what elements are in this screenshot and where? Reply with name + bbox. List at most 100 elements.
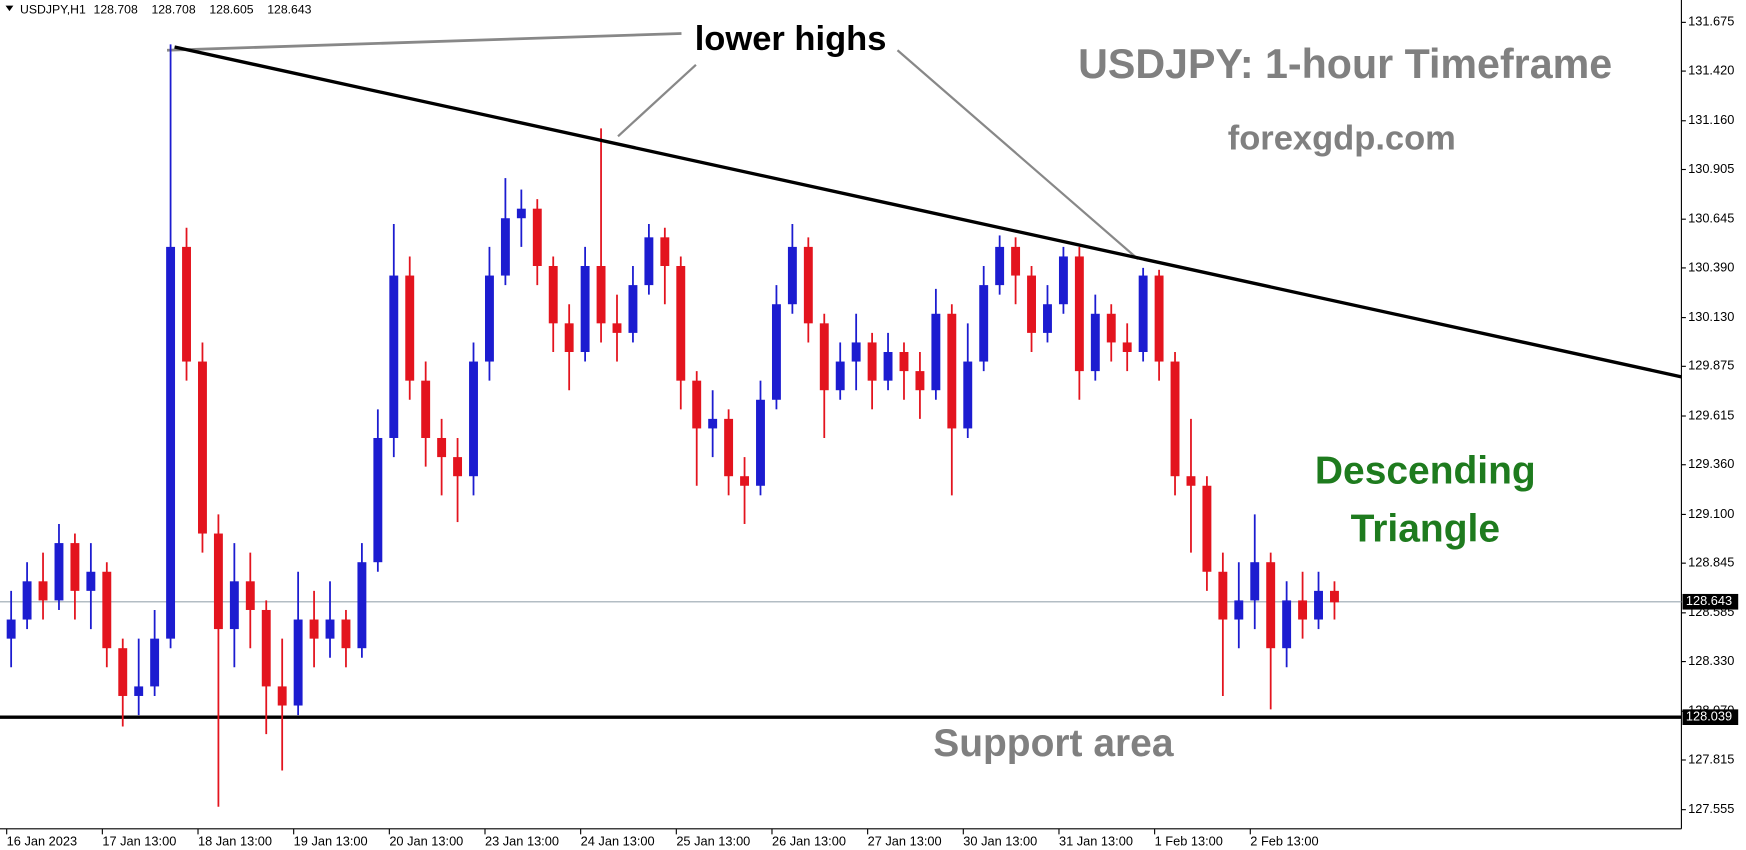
- candle-body: [277, 686, 287, 706]
- chart-title: USDJPY: 1-hour Timeframe: [1078, 41, 1612, 87]
- y-tick-label: 129.100: [1688, 506, 1734, 521]
- candle-body: [899, 351, 909, 372]
- x-tick-label: 2 Feb 13:00: [1250, 834, 1318, 849]
- candle-body: [1202, 485, 1212, 572]
- candle-body: [851, 342, 861, 362]
- candle-body: [213, 533, 223, 630]
- candle-body: [1074, 256, 1084, 372]
- candle-body: [453, 457, 463, 477]
- candle-body: [756, 399, 765, 486]
- candle-body: [740, 476, 750, 486]
- candle-body: [596, 266, 606, 324]
- x-tick-label: 31 Jan 13:00: [1059, 834, 1133, 849]
- candle-body: [867, 342, 877, 381]
- y-tick-label: 128.330: [1688, 653, 1734, 668]
- candle-body: [1027, 275, 1036, 333]
- candle-body: [803, 246, 813, 324]
- ohlc-low: 128.605: [209, 2, 253, 16]
- candle-body: [405, 275, 415, 381]
- candle-body: [1011, 246, 1021, 276]
- candle-body: [644, 237, 654, 286]
- menu-arrow: [5, 5, 14, 12]
- x-tick-label: 17 Jan 13:00: [102, 834, 176, 849]
- candle-body: [1058, 256, 1068, 305]
- candle-body: [1106, 313, 1116, 343]
- candle-body: [261, 609, 271, 687]
- y-tick-label: 131.160: [1688, 112, 1734, 127]
- y-tick-label: 130.390: [1688, 259, 1734, 274]
- candle-body: [660, 237, 670, 267]
- candle-body: [1154, 275, 1164, 362]
- candle-body: [484, 275, 494, 362]
- candle-body: [835, 361, 845, 391]
- annotation-connector: [166, 32, 682, 52]
- x-tick-label: 27 Jan 13:00: [868, 834, 942, 849]
- y-tick-label: 127.815: [1688, 751, 1734, 766]
- candle-body: [995, 246, 1005, 286]
- x-tick-label: 26 Jan 13:00: [772, 834, 846, 849]
- candle-body: [692, 380, 702, 429]
- candle-body: [612, 323, 622, 333]
- candle-body: [947, 313, 957, 429]
- candle-body: [70, 543, 80, 591]
- candle-body: [963, 361, 973, 429]
- candle-body: [134, 686, 144, 696]
- candle-body: [102, 571, 112, 649]
- candle-body: [771, 304, 781, 400]
- candle-body: [1218, 571, 1228, 620]
- candle-body: [118, 648, 128, 696]
- chart-subtitle: forexgdp.com: [1228, 120, 1456, 158]
- candle-body: [229, 581, 239, 630]
- support-tag-label: 128.039: [1686, 709, 1732, 724]
- candle-body: [500, 218, 510, 276]
- candle-body: [38, 581, 48, 601]
- annotation-connector: [617, 63, 697, 138]
- ohlc-close: 128.643: [267, 2, 311, 16]
- candle-body: [1043, 304, 1052, 333]
- candle-body: [676, 266, 686, 381]
- candle-body: [357, 562, 367, 649]
- candle-body: [548, 266, 558, 324]
- candle-body: [421, 380, 431, 438]
- annotation-connector: [896, 49, 1139, 260]
- symbol: USDJPY,H1: [20, 2, 86, 16]
- candle-body: [1234, 600, 1244, 620]
- x-tick-label: 20 Jan 13:00: [389, 834, 463, 849]
- ohlc-open: 128.708: [94, 2, 138, 16]
- candle-body: [931, 313, 941, 391]
- candle-body: [389, 275, 399, 438]
- candle-body: [1186, 476, 1196, 486]
- candle-body: [787, 246, 797, 305]
- x-tick-label: 16 Jan 2023: [7, 834, 77, 849]
- x-tick-label: 24 Jan 13:00: [581, 834, 655, 849]
- candle-body: [22, 581, 32, 620]
- candle-body: [1282, 600, 1292, 649]
- candle-body: [437, 437, 447, 458]
- candle-body: [86, 571, 96, 591]
- y-tick-label: 131.420: [1688, 62, 1734, 77]
- candle-body: [373, 437, 383, 563]
- candle-body: [1090, 313, 1100, 372]
- candle-body: [1170, 361, 1180, 477]
- pattern-label: Triangle: [1351, 508, 1500, 551]
- candle-body: [1250, 562, 1260, 601]
- candle-body: [1122, 342, 1132, 352]
- candle-body: [166, 246, 176, 639]
- x-tick-label: 18 Jan 13:00: [198, 834, 272, 849]
- x-tick-label: 23 Jan 13:00: [485, 834, 559, 849]
- y-tick-label: 127.555: [1688, 801, 1734, 816]
- candle-body: [708, 418, 718, 429]
- candle-body: [1314, 590, 1323, 620]
- y-tick-label: 128.845: [1688, 555, 1734, 570]
- current-price-tag: [1682, 593, 1739, 610]
- y-tick-label: 129.875: [1688, 358, 1734, 373]
- trendline: [174, 45, 1682, 379]
- candle-body: [150, 638, 160, 687]
- y-tick-label: 129.360: [1688, 456, 1734, 471]
- y-tick-label: 129.615: [1688, 407, 1734, 422]
- y-tick-label: 130.645: [1688, 211, 1734, 226]
- candle-body: [325, 619, 335, 639]
- y-tick-label: 130.130: [1688, 309, 1734, 324]
